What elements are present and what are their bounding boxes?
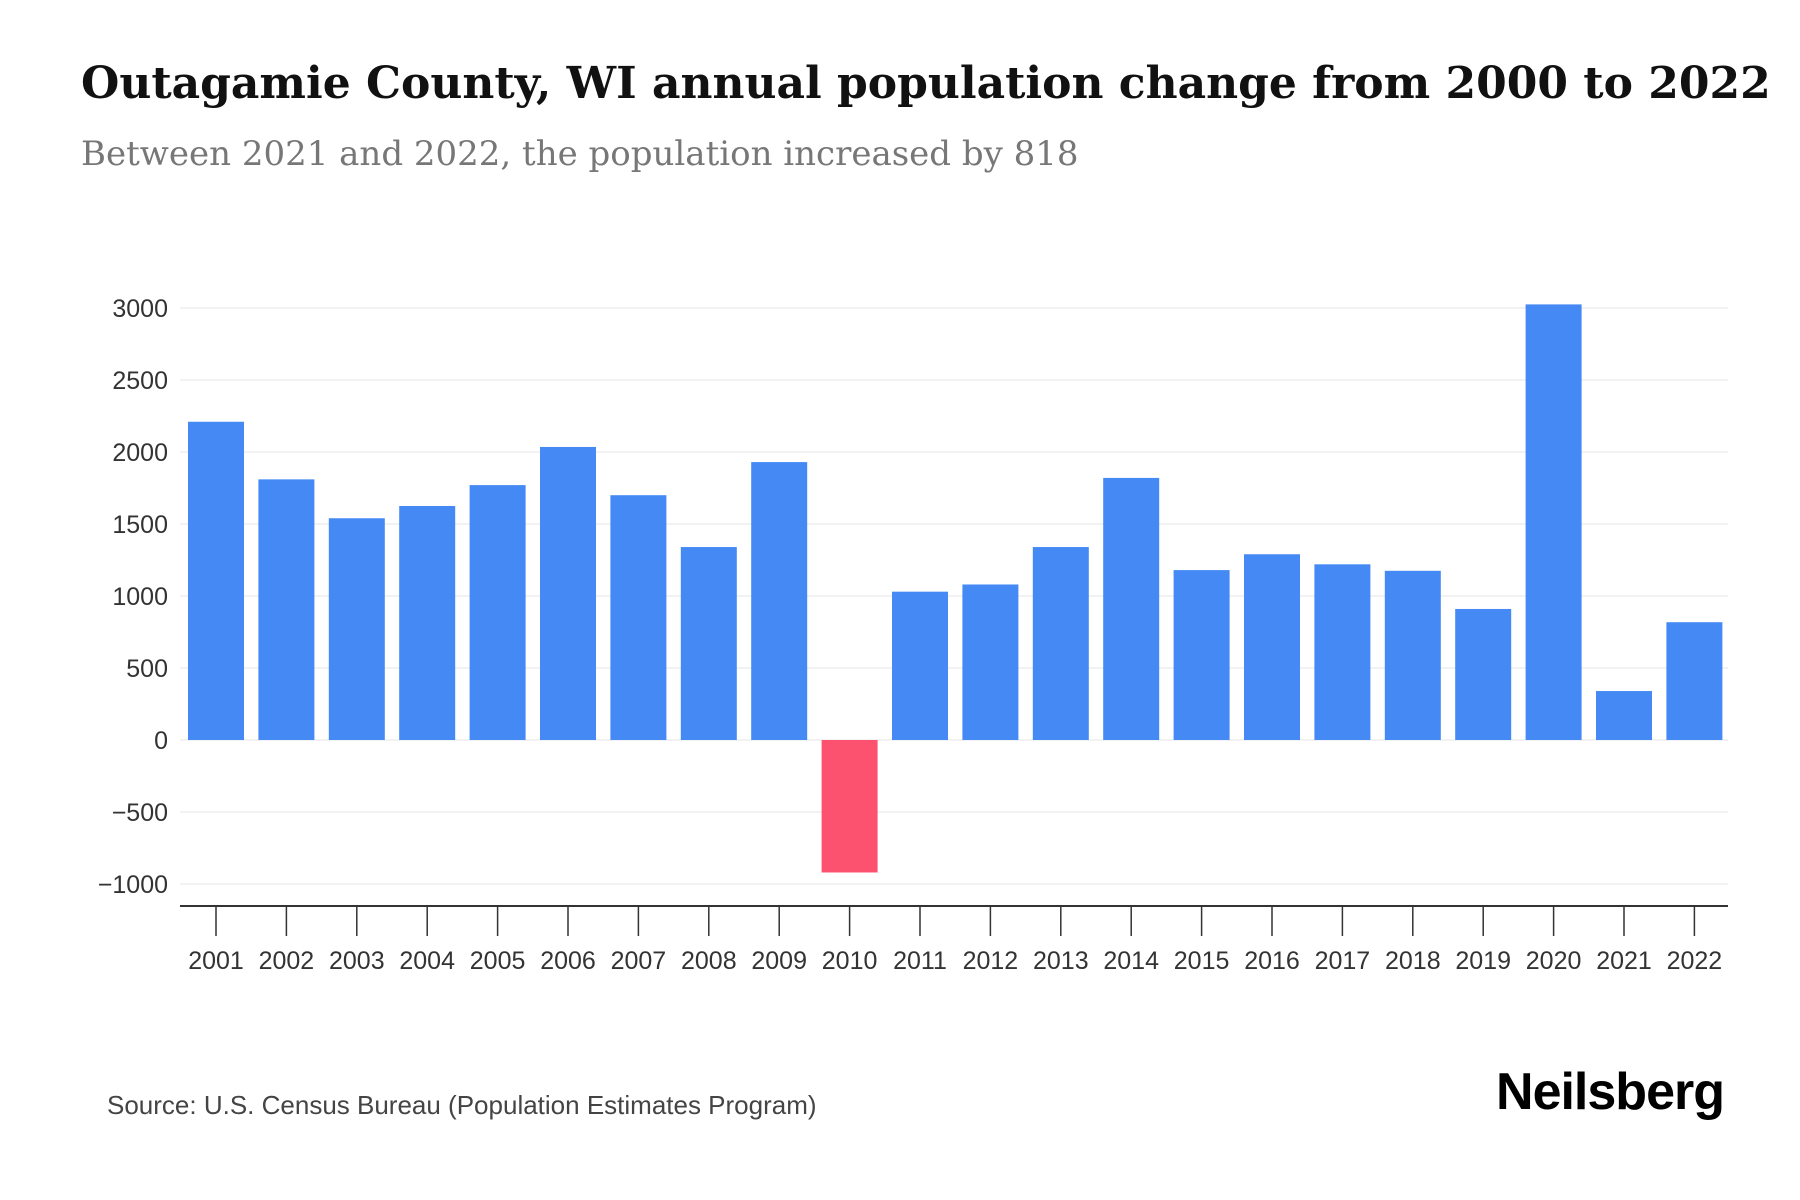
bar-2002	[258, 479, 315, 740]
x-tick-label: 2010	[822, 947, 878, 975]
bar-2020	[1525, 304, 1582, 740]
x-tick-label: 2020	[1526, 947, 1582, 975]
bar-2022	[1666, 622, 1723, 740]
bar-2010	[821, 740, 878, 873]
x-tick-label: 2007	[611, 947, 667, 975]
x-tick-label: 2013	[1033, 947, 1089, 975]
y-tick-label: −500	[112, 799, 168, 827]
bar-2013	[1032, 547, 1089, 740]
x-tick-label: 2012	[963, 947, 1019, 975]
x-tick-label: 2002	[259, 947, 315, 975]
y-tick-label: −1000	[98, 871, 168, 899]
bar-2009	[751, 462, 808, 740]
bar-2004	[399, 506, 456, 740]
x-tick-label: 2005	[470, 947, 526, 975]
x-tick-label: 2003	[329, 947, 385, 975]
x-axis-ticks: 2001 2002 2003 2004 2005 2006 2007 2008 2009 2010…	[188, 906, 1722, 975]
source-note: Source: U.S. Census Bureau (Population E…	[107, 1090, 817, 1120]
x-tick-label: 2001	[188, 947, 244, 975]
bar-2017	[1314, 564, 1371, 740]
bar-2007	[610, 495, 667, 740]
x-tick-label: 2016	[1244, 947, 1300, 975]
x-tick-label: 2021	[1596, 947, 1652, 975]
y-tick-label: 2500	[112, 367, 168, 395]
x-tick-label: 2015	[1174, 947, 1230, 975]
x-tick-label: 2014	[1103, 947, 1159, 975]
bar-2001	[188, 421, 244, 740]
chart-subtitle: Between 2021 and 2022, the population in…	[81, 134, 1079, 174]
bars	[188, 304, 1723, 873]
chart-title: Outagamie County, WI annual population c…	[81, 58, 1771, 109]
bar-2015	[1173, 570, 1230, 740]
bar-2019	[1455, 608, 1512, 740]
x-tick-label: 2009	[751, 947, 807, 975]
bar-2012	[962, 584, 1019, 740]
x-tick-label: 2019	[1455, 947, 1511, 975]
bar-2006	[540, 446, 596, 740]
x-tick-label: 2008	[681, 947, 737, 975]
y-tick-label: 500	[126, 655, 168, 683]
y-tick-label: 0	[154, 727, 168, 755]
y-tick-label: 1500	[112, 511, 168, 539]
bar-2014	[1103, 477, 1160, 740]
x-tick-label: 2018	[1385, 947, 1441, 975]
bar-2011	[892, 591, 948, 740]
bar-2008	[680, 547, 737, 740]
x-tick-label: 2004	[399, 947, 455, 975]
bar-2003	[328, 518, 385, 740]
x-tick-label: 2022	[1667, 947, 1723, 975]
x-tick-label: 2011	[893, 947, 947, 975]
y-tick-label: 2000	[112, 439, 168, 467]
x-tick-label: 2006	[540, 947, 596, 975]
y-tick-label: 1000	[112, 583, 168, 611]
bar-2016	[1244, 554, 1300, 740]
bar-2005	[469, 485, 526, 740]
bar-2021	[1596, 691, 1652, 740]
x-tick-label: 2017	[1315, 947, 1371, 975]
y-axis-ticks: 3000 2500 2000 1500 1000 500 0 −500 −1000	[98, 295, 168, 899]
brand-logo: Neilsberg	[1496, 1063, 1725, 1121]
y-tick-label: 3000	[112, 295, 168, 323]
bar-2018	[1384, 570, 1441, 740]
